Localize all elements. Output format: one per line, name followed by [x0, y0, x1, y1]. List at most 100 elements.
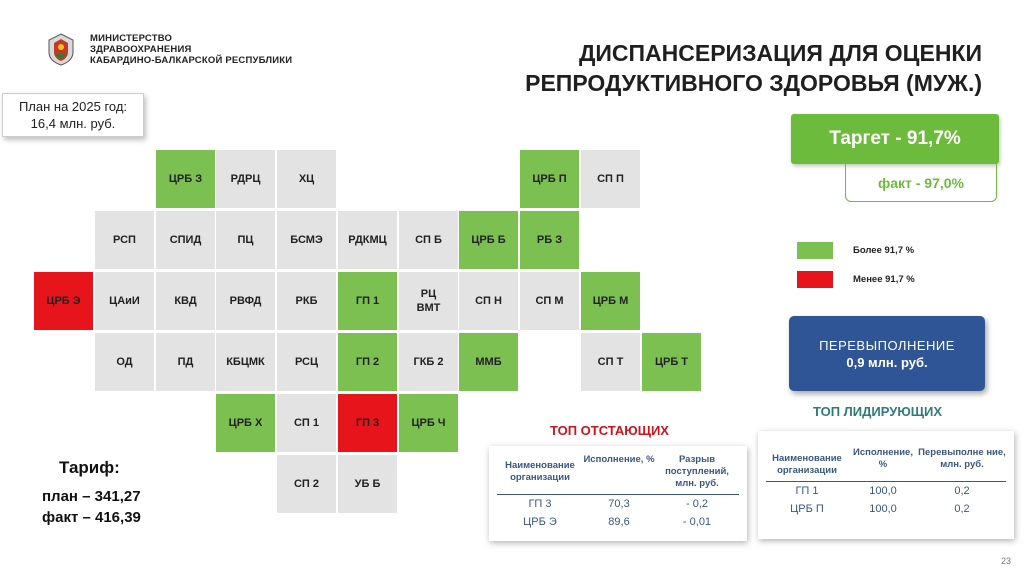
org-cell-label: УБ Б [354, 478, 381, 490]
org-cell: РБ З [520, 211, 579, 269]
org-cell-label: РСП [113, 234, 136, 246]
coat-of-arms-icon [48, 33, 74, 66]
overfulfillment-value: 0,9 млн. руб. [846, 354, 928, 370]
org-cell: БСМЭ [277, 211, 336, 269]
org-cell-label: СП Б [415, 234, 442, 246]
org-cell: РВФД [216, 272, 275, 330]
org-cell: ЦРБ Б [459, 211, 518, 269]
org-cell: ХЦ [277, 150, 336, 208]
org-cell-label: СП 1 [293, 417, 320, 429]
org-cell-label: ЦРБ Э [46, 295, 81, 307]
overfulfillment-title: ПЕРЕВЫПОЛНЕНИЕ [819, 337, 955, 353]
fact-box: факт - 97,0% [845, 164, 997, 202]
org-cell-label: ОД [116, 356, 133, 368]
org-cell: ЦРБ П [520, 150, 579, 208]
page-title: ДИСПАНСЕРИЗАЦИЯ ДЛЯ ОЦЕНКИ РЕПРОДУКТИВНО… [470, 38, 982, 98]
org-cell: СП Н [459, 272, 518, 330]
legend-item-above: Более 91,7 % [797, 242, 914, 259]
tarif-title: Тариф: [59, 458, 120, 477]
leading-row2-percent: 100,0 [869, 503, 897, 515]
target-box: Таргет - 91,7% [791, 114, 999, 164]
org-cell: ЦРБ Т [642, 333, 701, 391]
leading-col-percent: Исполнение, % [853, 447, 913, 470]
org-cell-label: РВФД [229, 295, 262, 307]
org-cell: РСЦ [277, 333, 336, 391]
target-label: Таргет - 91,7% [829, 128, 961, 149]
leading-title: ТОП ЛИДИРУЮЩИХ [813, 404, 943, 419]
lagging-table-header: Наименование организации Исполнение, % Р… [497, 454, 739, 490]
lagging-row2-percent: 89,6 [608, 516, 630, 528]
org-cell-label: ГП 2 [355, 356, 380, 368]
org-cell-label: ПД [177, 356, 194, 368]
org-cell-label: ЦРБ П [532, 173, 567, 185]
leading-col-name: Наименование организации [772, 453, 842, 476]
org-cell: ЦРБ Э [34, 272, 93, 330]
leading-divider [766, 481, 1006, 482]
org-cell-label: КБЦМК [226, 356, 265, 368]
lagging-table: Наименование организации Исполнение, % Р… [489, 446, 747, 541]
org-cell-label: РКБ [295, 295, 318, 307]
org-cell: ЦРБ З [156, 150, 215, 208]
org-cell: ОД [95, 333, 154, 391]
leading-table: Наименование организации Исполнение, % П… [758, 431, 1014, 539]
org-cell-label: СП М [535, 295, 564, 307]
org-cell-label: ГП 1 [355, 295, 380, 307]
org-cell-label: ЦРБ Б [471, 234, 506, 246]
tarif-block: Тариф: план – 341,27 факт – 416,39 [42, 458, 141, 526]
legend-swatch-green [797, 242, 833, 259]
org-cell-label: РСЦ [294, 356, 319, 368]
org-cell: УБ Б [338, 455, 397, 513]
org-cell: РКБ [277, 272, 336, 330]
overfulfillment-box: ПЕРЕВЫПОЛНЕНИЕ 0,9 млн. руб. [789, 316, 985, 391]
org-cell-label: ХЦ [298, 173, 315, 185]
org-cell-label: ЦРБ М [592, 295, 629, 307]
leading-col-over: Перевыполне ние, млн. руб. [918, 447, 1006, 470]
lagging-row1-gap: - 0,2 [685, 498, 708, 510]
plan-label: План на 2025 год: [18, 99, 128, 114]
lagging-title: ТОП ОТСТАЮЩИХ [550, 423, 669, 438]
lagging-row1-name: ГП 3 [528, 498, 552, 510]
org-cell: СП Б [399, 211, 458, 269]
org-cell: РЦ ВМТ [399, 272, 458, 330]
org-cell-label: СП Н [475, 295, 502, 307]
lagging-row2-name: ЦРБ Э [523, 516, 557, 528]
org-cell: СП Т [581, 333, 640, 391]
tarif-fact: факт – 416,39 [42, 509, 141, 526]
org-cell: РСП [95, 211, 154, 269]
lagging-col-gap: Разрыв поступлений, млн. руб. [665, 454, 729, 489]
plan-box: План на 2025 год: 16,4 млн. руб. [2, 93, 144, 137]
legend-label-above: Более 91,7 % [853, 245, 915, 256]
org-cell: ГП 1 [338, 272, 397, 330]
leading-row2-over: 0,2 [954, 503, 970, 515]
org-cell: КБЦМК [216, 333, 275, 391]
lagging-row2-gap: - 0,01 [682, 516, 712, 528]
leading-row1-over: 0,2 [954, 485, 970, 497]
org-cell-label: СП Т [597, 356, 624, 368]
table-row: ЦРБ П 100,0 0,2 [766, 500, 1006, 518]
org-cell-label: СП П [597, 173, 624, 185]
org-cell: РДРЦ [216, 150, 275, 208]
lagging-col-name: Наименование организации [505, 460, 575, 483]
page-number: 23 [1001, 556, 1012, 566]
org-cell: СП 2 [277, 455, 336, 513]
org-cell: ЦРБ Х [216, 394, 275, 452]
org-cell: ГКБ 2 [399, 333, 458, 391]
org-cell-label: ЦРБ Т [654, 356, 689, 368]
org-cell: СП 1 [277, 394, 336, 452]
lagging-row1-percent: 70,3 [608, 498, 630, 510]
org-cell-label: ЦРБ З [168, 173, 203, 185]
org-cell-label: ГКБ 2 [413, 356, 444, 368]
leading-table-header: Наименование организации Исполнение, % П… [766, 447, 1006, 477]
org-cell: СП М [520, 272, 579, 330]
legend-swatch-red [797, 271, 833, 288]
page-title-line1: ДИСПАНСЕРИЗАЦИЯ ДЛЯ ОЦЕНКИ [578, 40, 982, 66]
org-cell-label: РДКМЦ [348, 234, 387, 246]
org-cell-label: БСМЭ [290, 234, 323, 246]
tarif-plan: план – 341,27 [42, 488, 141, 505]
lagging-col-percent: Исполнение, % [583, 454, 655, 465]
org-cell: РДКМЦ [338, 211, 397, 269]
org-cell: СП П [581, 150, 640, 208]
org-cell-label: РБ З [536, 234, 563, 246]
org-cell-label: ПЦ [237, 234, 254, 246]
ministry-header: МИНИСТЕРСТВО ЗДРАВООХРАНЕНИЯ КАБАРДИНО-Б… [46, 32, 292, 66]
